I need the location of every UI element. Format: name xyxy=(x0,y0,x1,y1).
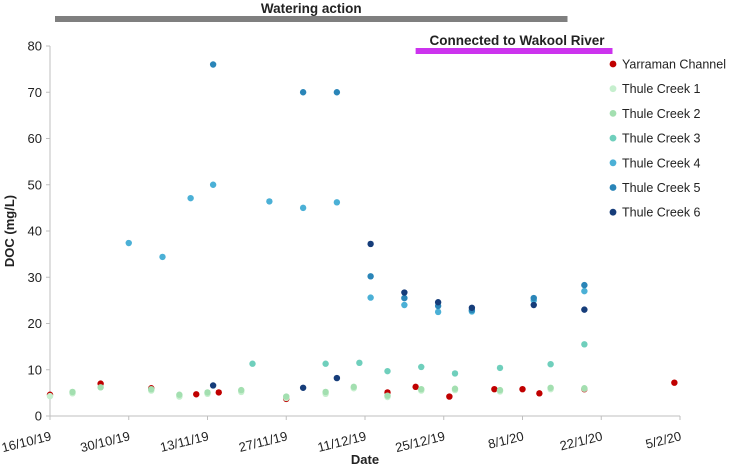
y-axis-title: DOC (mg/L) xyxy=(2,195,17,267)
data-point xyxy=(299,204,307,212)
data-point xyxy=(451,385,459,392)
data-point xyxy=(496,364,504,372)
data-point xyxy=(148,385,155,393)
data-point xyxy=(468,304,476,311)
data-point xyxy=(581,281,588,289)
x-tick-label: 5/2/20 xyxy=(644,428,683,451)
data-point xyxy=(434,299,442,306)
data-point xyxy=(176,391,183,398)
data-point xyxy=(671,379,678,386)
x-tick-label: 13/11/19 xyxy=(158,428,210,455)
data-point xyxy=(238,386,245,394)
data-point xyxy=(367,294,374,301)
data-point xyxy=(356,359,363,367)
y-tick-label: 30 xyxy=(28,270,42,285)
data-point xyxy=(418,363,425,371)
x-tick-label: 22/1/20 xyxy=(558,428,604,453)
data-point xyxy=(581,341,588,348)
data-point xyxy=(530,294,537,302)
y-tick-label: 60 xyxy=(28,131,42,146)
y-tick-label: 0 xyxy=(35,409,42,424)
data-point xyxy=(434,308,442,316)
data-point xyxy=(418,385,425,393)
data-point xyxy=(299,384,307,391)
data-point xyxy=(350,383,357,391)
data-point xyxy=(384,367,391,375)
data-point xyxy=(496,386,504,394)
y-tick-label: 40 xyxy=(28,224,42,239)
data-point xyxy=(384,392,391,399)
data-point xyxy=(187,194,194,202)
legend-marker xyxy=(609,60,617,68)
data-point xyxy=(412,383,419,391)
x-tick-label: 27/11/19 xyxy=(237,428,289,455)
data-point xyxy=(299,89,307,96)
legend-label: Thule Creek 3 xyxy=(622,132,701,146)
data-point xyxy=(215,389,222,396)
annotation-label: Connected to Wakool River xyxy=(430,33,606,48)
y-tick-label: 70 xyxy=(28,85,42,100)
data-point xyxy=(530,301,537,309)
data-point xyxy=(69,388,76,396)
legend-label: Thule Creek 5 xyxy=(622,181,701,195)
data-point xyxy=(97,384,104,391)
y-tick-label: 80 xyxy=(28,39,42,54)
data-point xyxy=(547,361,554,368)
legend-marker xyxy=(609,134,617,142)
data-point xyxy=(159,253,166,261)
data-point xyxy=(209,61,217,68)
data-point xyxy=(581,385,588,392)
data-point xyxy=(547,384,554,391)
data-point xyxy=(446,393,453,400)
data-point xyxy=(46,392,54,400)
data-point xyxy=(367,240,374,248)
x-axis-title: Date xyxy=(351,452,379,467)
legend-marker xyxy=(609,208,617,216)
data-point xyxy=(401,289,408,296)
data-point xyxy=(193,391,200,398)
data-point xyxy=(249,360,256,367)
data-point xyxy=(401,294,408,302)
data-point xyxy=(519,385,526,393)
data-point xyxy=(536,390,543,397)
data-point xyxy=(367,273,374,280)
data-point xyxy=(283,393,290,400)
legend-marker xyxy=(609,159,617,167)
data-point xyxy=(204,389,211,396)
legend-label: Thule Creek 2 xyxy=(622,107,701,121)
data-point xyxy=(322,388,329,396)
legend-marker xyxy=(609,184,617,191)
data-point xyxy=(209,181,217,188)
y-tick-label: 10 xyxy=(28,362,42,377)
data-point xyxy=(581,287,588,295)
legend-marker xyxy=(609,110,617,117)
data-point xyxy=(491,385,498,393)
x-tick-label: 16/10/19 xyxy=(0,428,53,455)
legend-label: Thule Creek 1 xyxy=(622,82,701,96)
legend-label: Thule Creek 4 xyxy=(622,156,701,170)
data-point xyxy=(581,306,588,313)
data-point xyxy=(333,199,341,206)
legend-label: Thule Creek 6 xyxy=(622,206,701,220)
x-tick-label: 11/12/19 xyxy=(316,428,368,455)
x-tick-label: 25/12/19 xyxy=(394,428,447,455)
data-point xyxy=(333,374,341,382)
y-tick-label: 20 xyxy=(28,316,42,331)
annotation-label: Watering action xyxy=(261,1,362,16)
x-tick-label: 30/10/19 xyxy=(79,428,132,455)
data-point xyxy=(322,360,329,367)
data-point xyxy=(266,198,273,205)
y-tick-label: 50 xyxy=(28,177,42,192)
data-point xyxy=(401,301,408,309)
data-point xyxy=(125,239,132,247)
x-tick-label: 8/1/20 xyxy=(487,428,526,451)
legend-label: Yarraman Channel xyxy=(622,58,726,72)
data-point xyxy=(333,89,341,96)
legend-marker xyxy=(609,85,617,93)
data-point xyxy=(451,370,459,377)
data-point xyxy=(209,382,217,389)
